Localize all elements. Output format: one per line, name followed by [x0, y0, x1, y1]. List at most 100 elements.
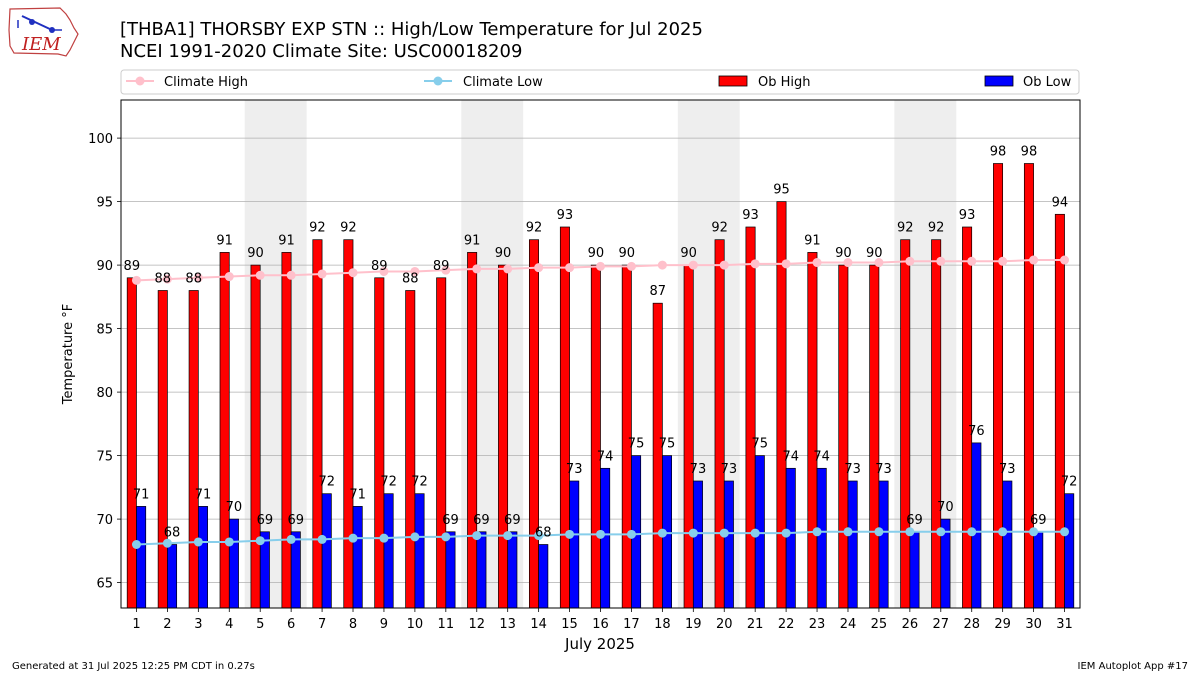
ob-low-value: 69 — [504, 513, 521, 528]
ob-low-bar — [816, 467, 827, 609]
climate-high-point — [812, 258, 822, 268]
ob-low-bar — [414, 493, 425, 609]
ob-low-value: 69 — [473, 513, 490, 528]
x-tick-label: 24 — [840, 617, 857, 632]
ob-low-bar — [723, 480, 734, 609]
x-tick-label: 26 — [902, 617, 919, 632]
x-tick-label: 25 — [871, 617, 888, 632]
climate-high-point — [657, 260, 667, 270]
climate-low-point — [410, 532, 420, 542]
ob-low-value: 72 — [1061, 475, 1078, 490]
ob-high-value: 90 — [495, 246, 512, 261]
ob-low-value: 74 — [813, 449, 830, 464]
ob-low-bar — [1064, 493, 1075, 609]
ob-high-value: 92 — [711, 221, 728, 236]
ob-low-value: 69 — [442, 513, 459, 528]
ob-low-bar — [1033, 531, 1044, 609]
climate-low-point — [224, 537, 234, 547]
ob-low-bar — [197, 506, 208, 609]
climate-low-point — [379, 533, 389, 543]
ob-low-value: 73 — [721, 462, 738, 477]
ob-low-bar — [228, 518, 239, 609]
climate-high-point — [843, 258, 853, 268]
ob-low-value: 69 — [257, 513, 274, 528]
ob-high-bar — [962, 226, 973, 609]
ob-low-bar — [909, 531, 920, 609]
ob-high-value: 93 — [959, 208, 976, 223]
x-tick-label: 27 — [933, 617, 950, 632]
climate-low-point — [905, 527, 915, 537]
ob-high-value: 91 — [804, 233, 821, 248]
ob-high-value: 93 — [557, 208, 574, 223]
ob-low-bar — [136, 506, 147, 609]
ob-low-value: 71 — [133, 487, 150, 502]
ob-high-bar — [281, 252, 292, 609]
ob-high-value: 92 — [897, 221, 914, 236]
ob-low-bar — [476, 531, 487, 609]
climate-low-point — [441, 532, 451, 542]
climate-low-point — [596, 529, 605, 539]
y-tick-label: 80 — [96, 386, 113, 401]
ob-high-bar — [343, 239, 354, 609]
ob-low-value: 69 — [906, 513, 923, 528]
ob-low-value: 73 — [690, 462, 707, 477]
climate-low-point — [781, 528, 791, 538]
footer-generated: Generated at 31 Jul 2025 12:25 PM CDT in… — [12, 661, 255, 672]
ob-high-value: 89 — [124, 259, 141, 274]
ob-high-bar — [652, 302, 663, 609]
ob-high-bar — [931, 239, 942, 609]
ob-low-value: 76 — [968, 424, 985, 439]
climate-low-point — [162, 538, 172, 548]
ob-low-value: 74 — [597, 449, 614, 464]
ob-low-value: 69 — [1030, 513, 1047, 528]
climate-high-point — [874, 258, 884, 268]
ob-high-value: 98 — [1021, 145, 1038, 160]
x-tick-label: 31 — [1056, 617, 1073, 632]
climate-high-point — [534, 263, 544, 273]
x-tick-label: 29 — [994, 617, 1011, 632]
climate-high-point — [255, 270, 265, 280]
climate-low-point — [534, 531, 544, 541]
climate-low-point — [286, 534, 296, 544]
climate-high-point — [936, 256, 946, 266]
x-tick-label: 14 — [530, 617, 547, 632]
ob-high-bar — [838, 264, 849, 609]
climate-low-point — [626, 529, 636, 539]
ob-low-bar — [383, 493, 394, 609]
climate-low-point — [750, 528, 760, 538]
ob-high-bar — [374, 277, 385, 609]
x-tick-label: 11 — [438, 617, 455, 632]
ob-high-value: 90 — [866, 246, 883, 261]
ob-high-bar — [405, 290, 416, 609]
ob-low-bar — [785, 467, 796, 609]
climate-high-point — [286, 270, 296, 280]
climate-low-point — [193, 537, 203, 547]
climate-high-point — [750, 259, 760, 269]
ob-low-value: 71 — [349, 487, 366, 502]
x-tick-label: 2 — [163, 617, 171, 632]
ob-high-value: 93 — [742, 208, 759, 223]
climate-high-point — [998, 256, 1008, 266]
legend-item-ob-high: Ob High — [718, 75, 811, 90]
climate-low-point — [565, 529, 575, 539]
ob-high-bar — [312, 239, 323, 609]
x-tick-label: 5 — [256, 617, 264, 632]
ob-low-bar — [878, 480, 889, 609]
ob-high-bar — [900, 239, 911, 609]
y-axis-label: Temperature °F — [61, 304, 76, 405]
ob-high-value: 90 — [247, 246, 264, 261]
y-tick-label: 90 — [96, 259, 113, 274]
x-tick-label: 1 — [132, 617, 140, 632]
climate-high-point — [967, 256, 977, 266]
x-tick-label: 28 — [963, 617, 980, 632]
x-tick-label: 30 — [1025, 617, 1042, 632]
ob-low-bar — [445, 531, 456, 609]
ob-low-value: 70 — [937, 500, 954, 515]
ob-high-bar — [745, 226, 756, 609]
legend-label-climate-low: Climate Low — [463, 75, 543, 90]
y-tick-label: 85 — [96, 323, 113, 338]
x-tick-label: 18 — [654, 617, 671, 632]
ob-high-value: 92 — [928, 221, 945, 236]
ob-high-bar — [436, 277, 447, 609]
ob-low-value: 73 — [844, 462, 861, 477]
